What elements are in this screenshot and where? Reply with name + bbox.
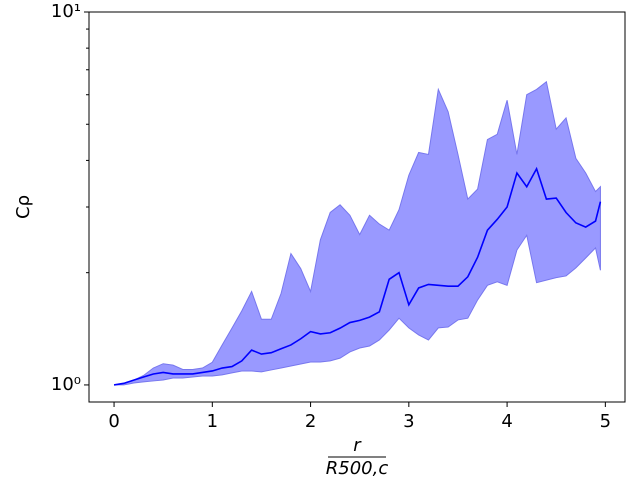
x-axis-label-denominator: R500,c <box>326 458 389 479</box>
band-area <box>113 80 601 386</box>
x-tick-label: 2 <box>305 411 316 432</box>
x-tick-label: 0 <box>108 411 119 432</box>
x-tick-label: 5 <box>600 411 611 432</box>
median-line <box>113 166 602 386</box>
y-tick-label: 10⁰ <box>51 374 81 395</box>
x-tick-label: 4 <box>501 411 512 432</box>
x-tick-label: 3 <box>403 411 414 432</box>
y-axis-label: Cρ <box>13 195 34 219</box>
x-axis-label-numerator: r <box>353 435 362 456</box>
x-tick-label: 1 <box>207 411 218 432</box>
y-tick-label: 10¹ <box>51 1 81 22</box>
